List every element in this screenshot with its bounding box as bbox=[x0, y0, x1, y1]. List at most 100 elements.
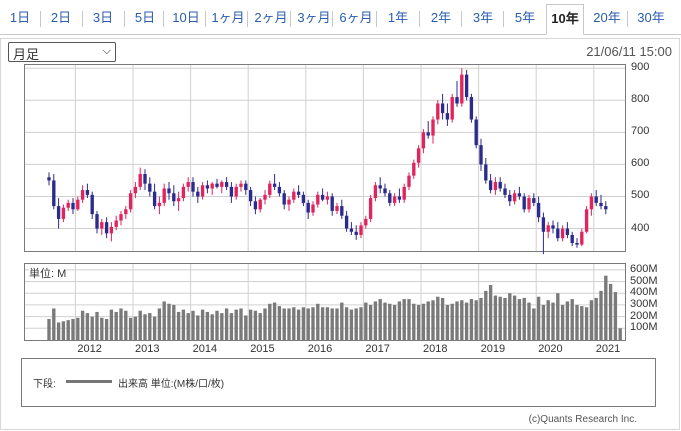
tab-period-7[interactable]: 3ヶ月 bbox=[297, 10, 331, 25]
tab-period-14[interactable]: 20年 bbox=[593, 10, 621, 25]
candle-body bbox=[340, 206, 344, 216]
candle-body bbox=[599, 202, 603, 207]
tab-period-9[interactable]: 1年 bbox=[387, 10, 409, 25]
candle-body bbox=[143, 174, 147, 184]
tab-period-3[interactable]: 5日 bbox=[134, 10, 156, 25]
tab-separator bbox=[376, 11, 377, 27]
volume-bar bbox=[268, 303, 272, 340]
volume-bar bbox=[392, 304, 397, 340]
x-axis-year-label: 2014 bbox=[192, 343, 218, 355]
volume-bar bbox=[80, 310, 85, 340]
tab-period-11[interactable]: 3年 bbox=[472, 10, 494, 25]
tab-period-8[interactable]: 6ヶ月 bbox=[339, 10, 373, 25]
volume-bar bbox=[104, 318, 109, 340]
volume-bar bbox=[460, 300, 464, 340]
tab-period-0[interactable]: 1日 bbox=[9, 10, 31, 25]
candle-body bbox=[392, 196, 397, 203]
volume-axis-label: 400M bbox=[630, 286, 658, 299]
volume-bar bbox=[412, 303, 416, 340]
volume-bar bbox=[167, 303, 171, 340]
volume-bar bbox=[143, 314, 147, 340]
volume-bar bbox=[229, 313, 234, 340]
candle-body bbox=[397, 196, 402, 200]
volume-bar bbox=[181, 309, 186, 340]
tab-period-2[interactable]: 3日 bbox=[92, 10, 114, 25]
candle-body bbox=[416, 148, 421, 163]
volume-bar bbox=[330, 308, 334, 340]
volume-bar bbox=[436, 296, 440, 340]
candle-body bbox=[296, 191, 301, 195]
volume-bar bbox=[85, 313, 90, 340]
chevron-down-icon: ⌵ bbox=[102, 45, 111, 57]
tab-period-15[interactable]: 30年 bbox=[637, 10, 665, 25]
candle-body bbox=[157, 202, 162, 207]
tab-separator bbox=[332, 11, 333, 27]
volume-bar bbox=[133, 316, 138, 340]
tab-period-1[interactable]: 2日 bbox=[50, 10, 72, 25]
candle-body bbox=[263, 194, 267, 200]
candle-body bbox=[604, 206, 608, 210]
candle-body bbox=[210, 183, 214, 189]
volume-bar bbox=[498, 296, 502, 340]
volume-bar bbox=[335, 308, 339, 340]
volume-bar bbox=[503, 297, 507, 340]
volume-bar bbox=[440, 297, 445, 340]
volume-bar bbox=[76, 317, 80, 340]
volume-bar bbox=[292, 307, 296, 340]
candle-body bbox=[460, 74, 464, 104]
volume-bar bbox=[560, 304, 565, 340]
volume-bar bbox=[570, 299, 574, 340]
volume-bar bbox=[397, 301, 402, 340]
volume-unit-label: 単位: M bbox=[29, 265, 67, 281]
candle-body bbox=[402, 186, 406, 200]
candle-body bbox=[109, 226, 114, 234]
volume-bar bbox=[61, 321, 66, 340]
tab-separator bbox=[503, 11, 504, 27]
volume-bar bbox=[416, 304, 421, 340]
volume-bar bbox=[445, 304, 450, 340]
volume-bar bbox=[306, 308, 310, 340]
volume-bar bbox=[512, 295, 517, 340]
candle-period-select[interactable]: 月足 ⌵ bbox=[8, 42, 116, 62]
volume-bar bbox=[488, 285, 493, 340]
volume-bar bbox=[589, 300, 594, 340]
candle-body bbox=[196, 191, 200, 197]
volume-bar bbox=[119, 308, 123, 340]
candle-body bbox=[292, 191, 296, 200]
candle-body bbox=[508, 194, 512, 202]
candle-body bbox=[421, 132, 426, 149]
volume-axis-label: 500M bbox=[630, 274, 658, 287]
volume-bar bbox=[508, 293, 512, 340]
x-axis-year-label: 2017 bbox=[365, 343, 390, 355]
volume-bar bbox=[210, 314, 214, 340]
candle-body bbox=[162, 188, 166, 203]
x-axis-year-label: 2020 bbox=[538, 343, 563, 355]
tab-period-12[interactable]: 5年 bbox=[514, 10, 536, 25]
volume-bar bbox=[368, 304, 373, 340]
volume-bar bbox=[325, 307, 330, 340]
volume-bar bbox=[244, 315, 248, 340]
candle-body bbox=[277, 186, 282, 194]
tab-period-10[interactable]: 2年 bbox=[430, 10, 452, 25]
tab-period-6[interactable]: 2ヶ月 bbox=[254, 10, 288, 25]
volume-bar bbox=[320, 307, 325, 340]
volume-bar bbox=[474, 300, 478, 340]
tab-period-4[interactable]: 10日 bbox=[172, 10, 200, 25]
legend-box: 下段: 出来高 単位:(M株/口/枚) bbox=[21, 358, 656, 407]
tab-period-5[interactable]: 1ヶ月 bbox=[211, 10, 245, 25]
price-chart-frame bbox=[24, 64, 626, 252]
volume-bar bbox=[277, 306, 282, 340]
candle-body bbox=[176, 198, 181, 202]
candle-body bbox=[349, 228, 354, 232]
candle-body bbox=[56, 206, 61, 219]
candle-body bbox=[71, 202, 75, 210]
candle-body bbox=[124, 209, 128, 215]
legend-prefix: 下段: bbox=[33, 379, 56, 390]
volume-bar bbox=[186, 313, 190, 340]
candle-body bbox=[320, 194, 325, 200]
candle-body bbox=[253, 201, 258, 210]
volume-bar bbox=[52, 308, 56, 340]
volume-bar bbox=[580, 306, 584, 340]
tab-period-13[interactable]: 10年 bbox=[546, 4, 584, 35]
volume-bar bbox=[541, 304, 546, 340]
